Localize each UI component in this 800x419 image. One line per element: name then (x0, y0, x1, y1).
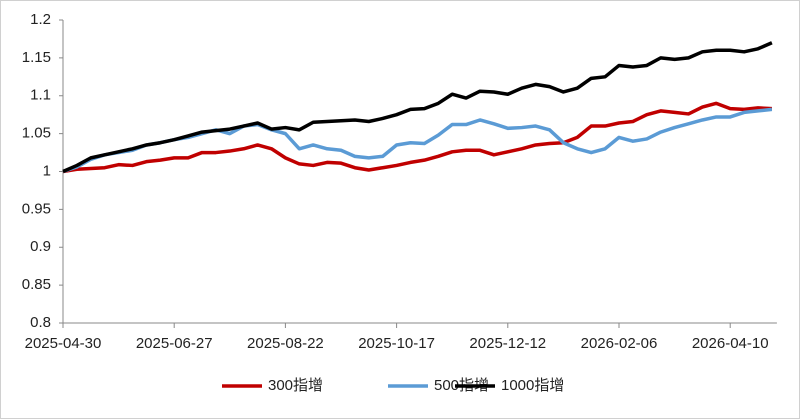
y-tick-label: 1.15 (22, 49, 51, 66)
x-tick-label: 2025-10-17 (358, 335, 435, 352)
x-tick-label: 2025-12-12 (469, 335, 546, 352)
x-tick-label: 2025-08-22 (247, 335, 324, 352)
legend-label: 1000指增 (501, 377, 564, 394)
y-tick-label: 0.9 (30, 238, 51, 255)
legend-label: 300指增 (268, 377, 323, 394)
x-tick-label: 2025-04-30 (25, 335, 102, 352)
series-line (62, 41, 773, 174)
y-tick-label: 1.2 (30, 11, 51, 28)
y-tick-label: 0.95 (22, 200, 51, 217)
x-tick-label: 2025-06-27 (136, 335, 213, 352)
y-tick-label: 0.85 (22, 276, 51, 293)
x-tick-label: 2026-04-10 (692, 335, 769, 352)
y-tick-label: 1 (43, 162, 51, 179)
y-tick-label: 1.1 (30, 87, 51, 104)
x-tick-label: 2026-02-06 (581, 335, 658, 352)
y-tick-label: 1.05 (22, 125, 51, 142)
series-line (62, 101, 772, 174)
y-tick-label: 0.8 (30, 314, 51, 331)
